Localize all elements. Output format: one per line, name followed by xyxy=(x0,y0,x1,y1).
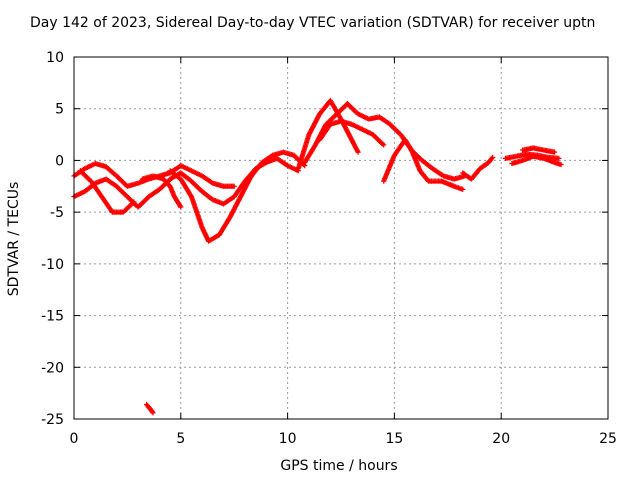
data-point-trace xyxy=(306,112,322,136)
series-arc-10 xyxy=(460,154,496,182)
data-point-trace xyxy=(392,138,407,157)
data-point-trace xyxy=(275,156,290,168)
data-point-trace xyxy=(420,158,435,171)
data-point-trace xyxy=(190,168,204,178)
data-point-trace xyxy=(104,164,119,178)
x-tick-label: 5 xyxy=(176,431,185,447)
series-arc-12 xyxy=(509,153,564,168)
x-tick-label: 0 xyxy=(70,431,79,447)
series-arc-13 xyxy=(519,145,558,155)
data-point-trace xyxy=(238,174,254,199)
data-point-trace xyxy=(222,194,236,206)
data-point-trace xyxy=(104,177,119,189)
x-tick-label: 10 xyxy=(279,431,297,447)
chart-title: Day 142 of 2023, Sidereal Day-to-day VTE… xyxy=(30,15,595,31)
data-point-trace xyxy=(200,189,215,202)
data-point-trace xyxy=(147,187,161,199)
data-point-trace xyxy=(178,177,194,199)
data-point-trace xyxy=(378,115,392,127)
data-point xyxy=(556,155,562,161)
data-point-trace xyxy=(168,168,183,181)
data-point-trace xyxy=(469,167,482,181)
data-point-trace xyxy=(136,194,151,209)
series-arc-5 xyxy=(139,173,184,210)
data-point-trace xyxy=(356,111,371,122)
data-point-trace xyxy=(260,153,275,165)
data-point-trace xyxy=(249,161,264,178)
x-axis-label: GPS time / hours xyxy=(280,458,397,474)
data-point xyxy=(460,186,466,192)
data-point xyxy=(490,154,496,160)
data-point-trace xyxy=(200,174,215,185)
data-point-trace xyxy=(350,122,364,132)
data-layer xyxy=(71,97,564,416)
grid xyxy=(74,57,608,419)
data-point-trace xyxy=(217,215,232,237)
y-tick-label: 10 xyxy=(46,50,64,66)
data-point-trace xyxy=(478,160,490,171)
data-point xyxy=(552,149,558,155)
data-point-trace xyxy=(296,133,312,170)
data-point-trace xyxy=(149,408,155,415)
data-point-trace xyxy=(324,112,339,126)
data-point-trace xyxy=(72,189,86,199)
y-tick-label: -15 xyxy=(41,309,64,325)
data-point-trace xyxy=(317,122,333,142)
data-point-trace xyxy=(189,195,205,229)
y-tick-label: -5 xyxy=(50,205,64,221)
data-point-trace xyxy=(99,195,115,214)
data-point xyxy=(131,199,137,205)
data-point xyxy=(355,149,361,155)
x-tick-label: 20 xyxy=(492,431,510,447)
data-point-trace xyxy=(302,143,318,164)
data-point xyxy=(231,183,237,189)
data-point-trace xyxy=(381,153,397,183)
plot-frame xyxy=(73,56,609,420)
data-point xyxy=(150,410,156,416)
data-point-trace xyxy=(89,179,104,199)
data-point-trace xyxy=(227,195,243,219)
data-point-trace xyxy=(431,166,445,178)
y-tick-label: 0 xyxy=(55,153,64,169)
data-point-trace xyxy=(418,169,431,183)
data-point-trace xyxy=(403,138,414,152)
data-point-trace xyxy=(286,163,300,173)
series-arc-6 xyxy=(295,97,361,172)
data-point xyxy=(558,161,564,168)
y-axis-label: SDTVAR / TECUs xyxy=(6,182,22,297)
x-tick-label: 15 xyxy=(385,431,403,447)
data-point-trace xyxy=(349,138,361,154)
series-arc-3 xyxy=(77,168,137,215)
data-point-trace xyxy=(179,171,194,183)
y-tick-label: -25 xyxy=(41,412,64,428)
data-point-trace xyxy=(335,101,350,116)
axis-ticks xyxy=(73,56,609,420)
data-point-trace xyxy=(232,179,247,199)
data-point-trace xyxy=(162,177,172,188)
y-tick-label: 5 xyxy=(55,102,64,118)
series-arc-14 xyxy=(144,401,156,416)
data-point-trace xyxy=(172,195,183,209)
data-point-trace xyxy=(207,232,221,244)
data-point xyxy=(178,204,184,210)
data-point xyxy=(381,142,387,148)
tick-labels: 0 5 10 15 20 25 -25 -20 -15 -10 -5 0 5 10 xyxy=(41,50,617,447)
y-tick-label: -20 xyxy=(41,360,64,376)
series-arc-8 xyxy=(317,118,387,148)
data-point-trace xyxy=(179,163,193,173)
data-point-trace xyxy=(317,98,333,116)
data-point-trace xyxy=(83,161,97,171)
data-point-trace xyxy=(486,155,495,165)
data-point-trace xyxy=(121,200,136,214)
data-point-trace xyxy=(409,148,423,173)
series-arc-9 xyxy=(381,137,466,192)
data-point-trace xyxy=(144,402,153,412)
y-tick-label: -10 xyxy=(41,257,64,273)
data-point-trace xyxy=(361,127,375,137)
x-tick-label: 25 xyxy=(599,431,617,447)
